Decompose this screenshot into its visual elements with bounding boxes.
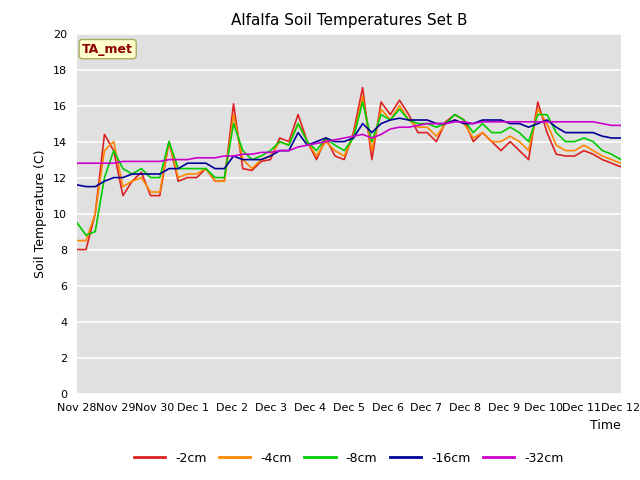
Text: TA_met: TA_met xyxy=(82,43,133,56)
Legend: -2cm, -4cm, -8cm, -16cm, -32cm: -2cm, -4cm, -8cm, -16cm, -32cm xyxy=(129,447,568,469)
Title: Alfalfa Soil Temperatures Set B: Alfalfa Soil Temperatures Set B xyxy=(230,13,467,28)
Y-axis label: Soil Temperature (C): Soil Temperature (C) xyxy=(35,149,47,278)
X-axis label: Time: Time xyxy=(590,419,621,432)
